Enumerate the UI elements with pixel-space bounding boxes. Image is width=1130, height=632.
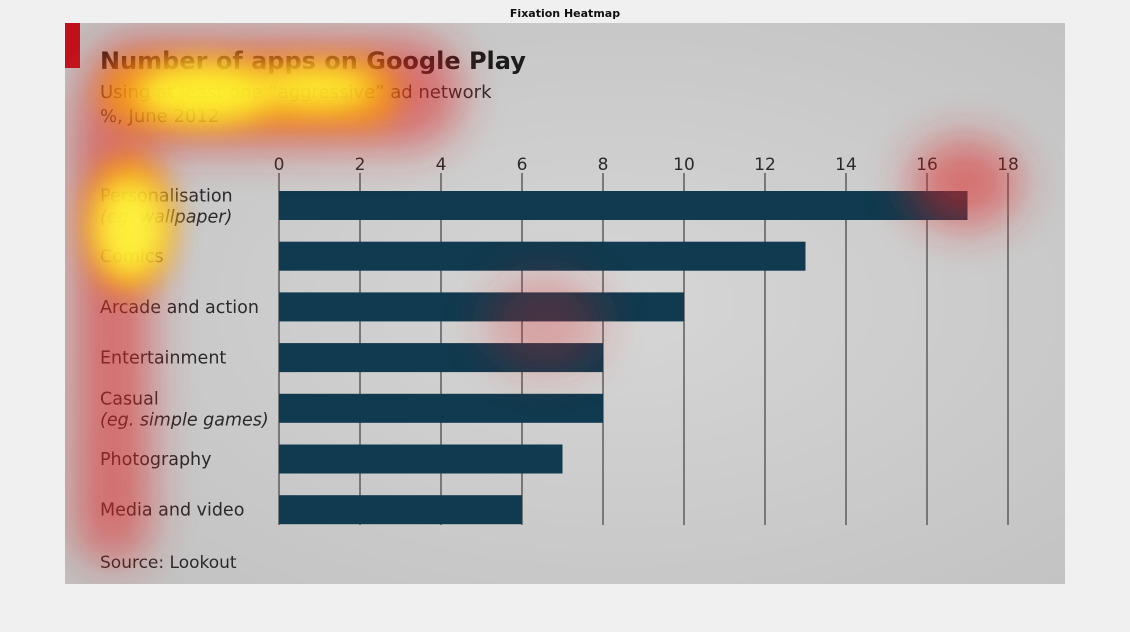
bars <box>279 191 968 525</box>
x-tick-label-4: 8 <box>598 155 609 175</box>
x-tick-label-5: 10 <box>673 155 695 175</box>
x-tick-label-8: 16 <box>916 155 938 175</box>
x-tick-label-2: 4 <box>436 155 447 175</box>
bar-0 <box>279 191 968 220</box>
category-label-4: Casual <box>100 389 159 409</box>
category-label-3: Entertainment <box>100 349 226 369</box>
bar-4 <box>279 393 603 423</box>
source-note: Source: Lookout <box>100 553 237 573</box>
x-tick-label-0: 0 <box>274 155 285 175</box>
category-label-1: Comics <box>100 247 164 267</box>
bar-chart: Number of apps on Google Play Using at l… <box>65 23 1065 584</box>
bar-2 <box>279 292 684 322</box>
category-label-6: Media and video <box>100 501 244 521</box>
bar-3 <box>279 343 603 373</box>
x-tick-label-7: 14 <box>835 155 857 175</box>
x-tick-label-9: 18 <box>997 155 1019 175</box>
x-tick-label-6: 12 <box>754 155 776 175</box>
category-label-0-note: (eg. wallpaper) <box>100 208 232 228</box>
x-tick-label-1: 2 <box>355 155 366 175</box>
category-label-2: Arcade and action <box>100 298 259 318</box>
accent-mark <box>65 23 80 68</box>
bar-1 <box>279 241 806 271</box>
category-label-0: Personalisation <box>100 187 233 207</box>
chart-title: Number of apps on Google Play <box>100 47 526 75</box>
category-label-4-note: (eg. simple games) <box>100 410 269 430</box>
chart-panel: Number of apps on Google Play Using at l… <box>65 23 1065 584</box>
bar-5 <box>279 444 563 474</box>
chart-units: %, June 2012 <box>100 106 219 127</box>
bar-6 <box>279 495 522 525</box>
figure-title: Fixation Heatmap <box>509 7 621 20</box>
chart-subtitle: Using at least one “aggressive” ad netwo… <box>100 82 492 103</box>
category-label-5: Photography <box>100 450 212 470</box>
x-tick-label-3: 6 <box>517 155 528 175</box>
